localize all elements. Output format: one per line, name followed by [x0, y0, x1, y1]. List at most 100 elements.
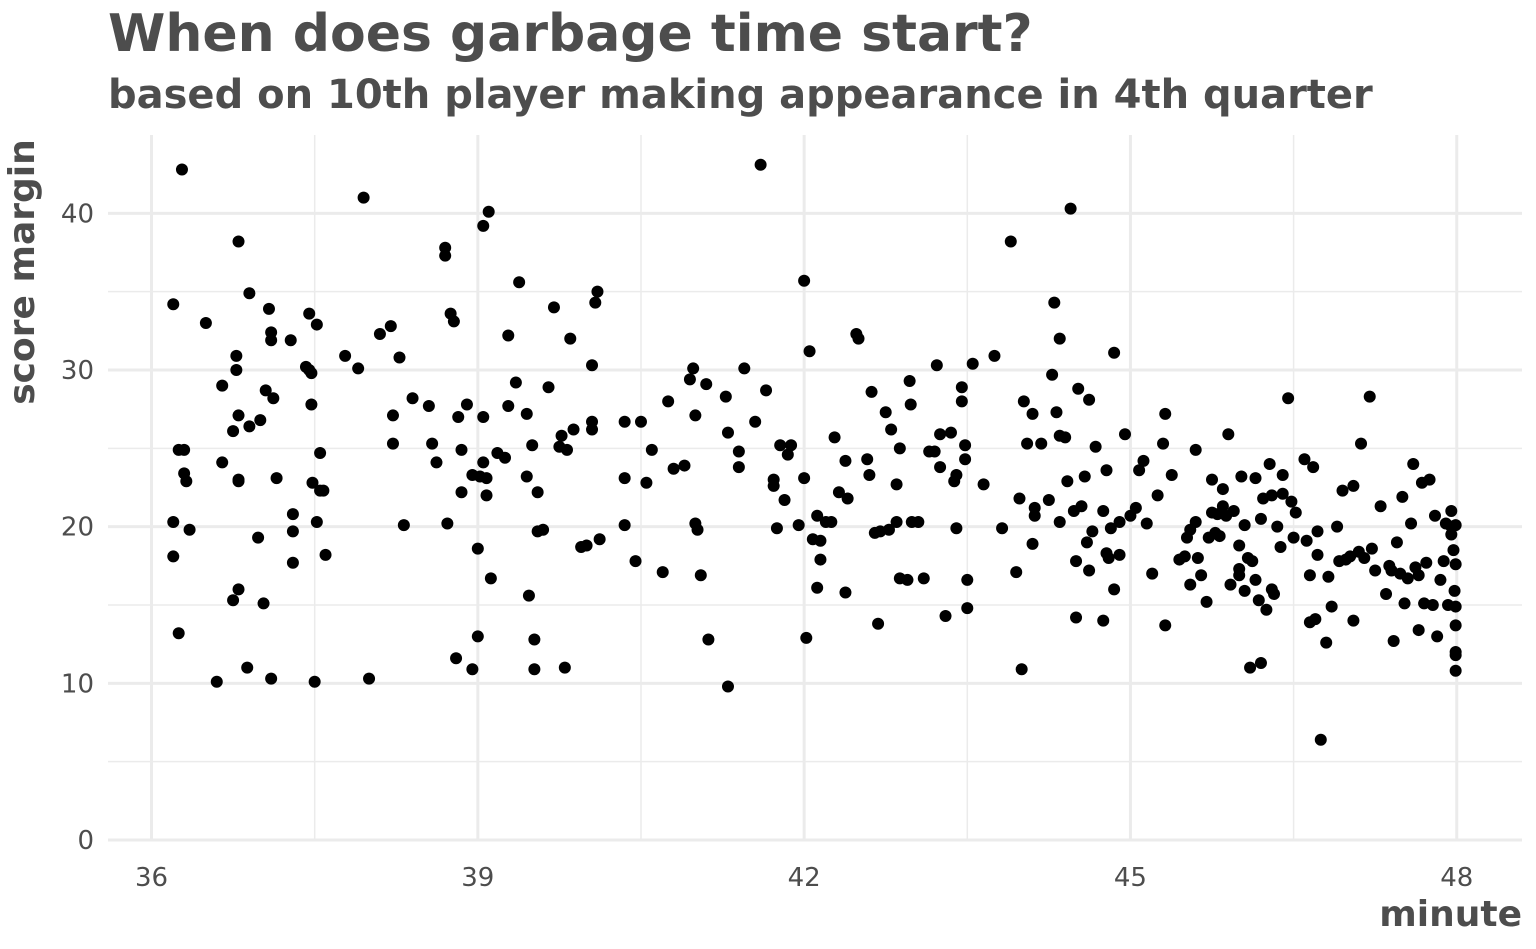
data-point	[477, 219, 490, 232]
data-point	[719, 390, 732, 403]
data-point	[286, 556, 299, 569]
data-point	[1222, 428, 1235, 441]
data-point	[839, 586, 852, 599]
data-point	[1426, 599, 1439, 611]
data-point	[1004, 235, 1017, 248]
data-point	[861, 453, 874, 466]
data-point	[1287, 531, 1300, 544]
data-point	[422, 400, 435, 413]
data-point	[1021, 437, 1034, 450]
data-point	[230, 349, 243, 362]
data-point	[944, 426, 957, 439]
data-point	[1080, 536, 1093, 549]
data-point	[1387, 635, 1400, 648]
data-point	[618, 519, 631, 532]
data-point	[1216, 483, 1229, 496]
data-point	[257, 597, 270, 610]
data-point	[1249, 573, 1262, 586]
data-point	[959, 439, 972, 452]
data-point	[904, 398, 917, 411]
x-tick-label: 42	[788, 863, 821, 893]
data-point	[1108, 346, 1121, 359]
data-point	[691, 523, 704, 536]
data-point	[167, 298, 180, 311]
data-point	[480, 472, 493, 485]
data-point	[828, 431, 841, 444]
data-point	[210, 675, 223, 688]
data-point	[1200, 595, 1213, 608]
data-point	[1233, 569, 1246, 582]
data-point	[482, 205, 495, 218]
data-point	[460, 398, 473, 411]
data-point	[167, 550, 180, 563]
data-point	[1420, 556, 1433, 569]
data-point	[959, 453, 972, 466]
data-point	[1276, 468, 1289, 481]
data-point	[1097, 505, 1110, 517]
data-point	[1059, 431, 1072, 444]
data-point	[1405, 517, 1418, 530]
data-point	[1309, 613, 1322, 626]
data-point	[1449, 558, 1462, 571]
data-point	[243, 287, 256, 300]
data-point	[1213, 530, 1226, 543]
data-point	[811, 509, 824, 522]
data-point	[634, 415, 647, 428]
data-point	[284, 334, 297, 347]
data-point	[1235, 470, 1248, 483]
data-point	[781, 448, 794, 461]
data-point	[586, 415, 599, 428]
data-point	[882, 523, 895, 536]
data-point	[484, 572, 497, 585]
data-point	[178, 443, 191, 456]
data-point	[732, 445, 745, 458]
data-point	[903, 374, 916, 387]
data-point	[618, 415, 631, 428]
data-point	[656, 566, 669, 579]
data-point	[893, 442, 906, 455]
data-point	[232, 235, 245, 248]
data-point	[1159, 407, 1172, 420]
data-point	[241, 661, 254, 674]
data-points	[167, 158, 1462, 746]
x-tick-label: 45	[1114, 863, 1147, 893]
data-point	[1374, 500, 1387, 513]
data-point	[1042, 494, 1055, 507]
data-point	[441, 517, 454, 530]
data-point	[865, 385, 878, 398]
data-point	[618, 472, 631, 485]
data-point	[1151, 489, 1164, 502]
data-point	[286, 525, 299, 538]
data-point	[1010, 566, 1023, 579]
data-point	[1035, 437, 1048, 450]
data-point	[961, 573, 974, 586]
data-point	[1026, 537, 1039, 550]
data-point	[1254, 656, 1267, 669]
data-point	[1437, 555, 1450, 568]
data-point	[1070, 555, 1083, 568]
data-point	[363, 672, 376, 685]
data-point	[798, 274, 811, 287]
data-point	[286, 508, 299, 521]
data-point	[1083, 393, 1096, 406]
data-point	[1028, 501, 1041, 514]
data-point	[430, 456, 443, 469]
data-point	[863, 468, 876, 481]
data-point	[1320, 636, 1333, 649]
data-point	[1046, 368, 1059, 381]
data-point	[319, 548, 332, 561]
data-point	[1048, 296, 1061, 309]
data-point	[1449, 519, 1462, 532]
data-point	[738, 362, 751, 375]
data-point	[1249, 472, 1262, 485]
data-point	[841, 492, 854, 505]
data-point	[499, 451, 512, 464]
data-point	[1449, 619, 1462, 632]
data-point	[1396, 490, 1409, 503]
data-point	[1276, 487, 1289, 500]
data-point	[1238, 584, 1251, 597]
data-point	[317, 484, 330, 497]
data-point	[466, 663, 479, 676]
data-point	[352, 362, 365, 375]
